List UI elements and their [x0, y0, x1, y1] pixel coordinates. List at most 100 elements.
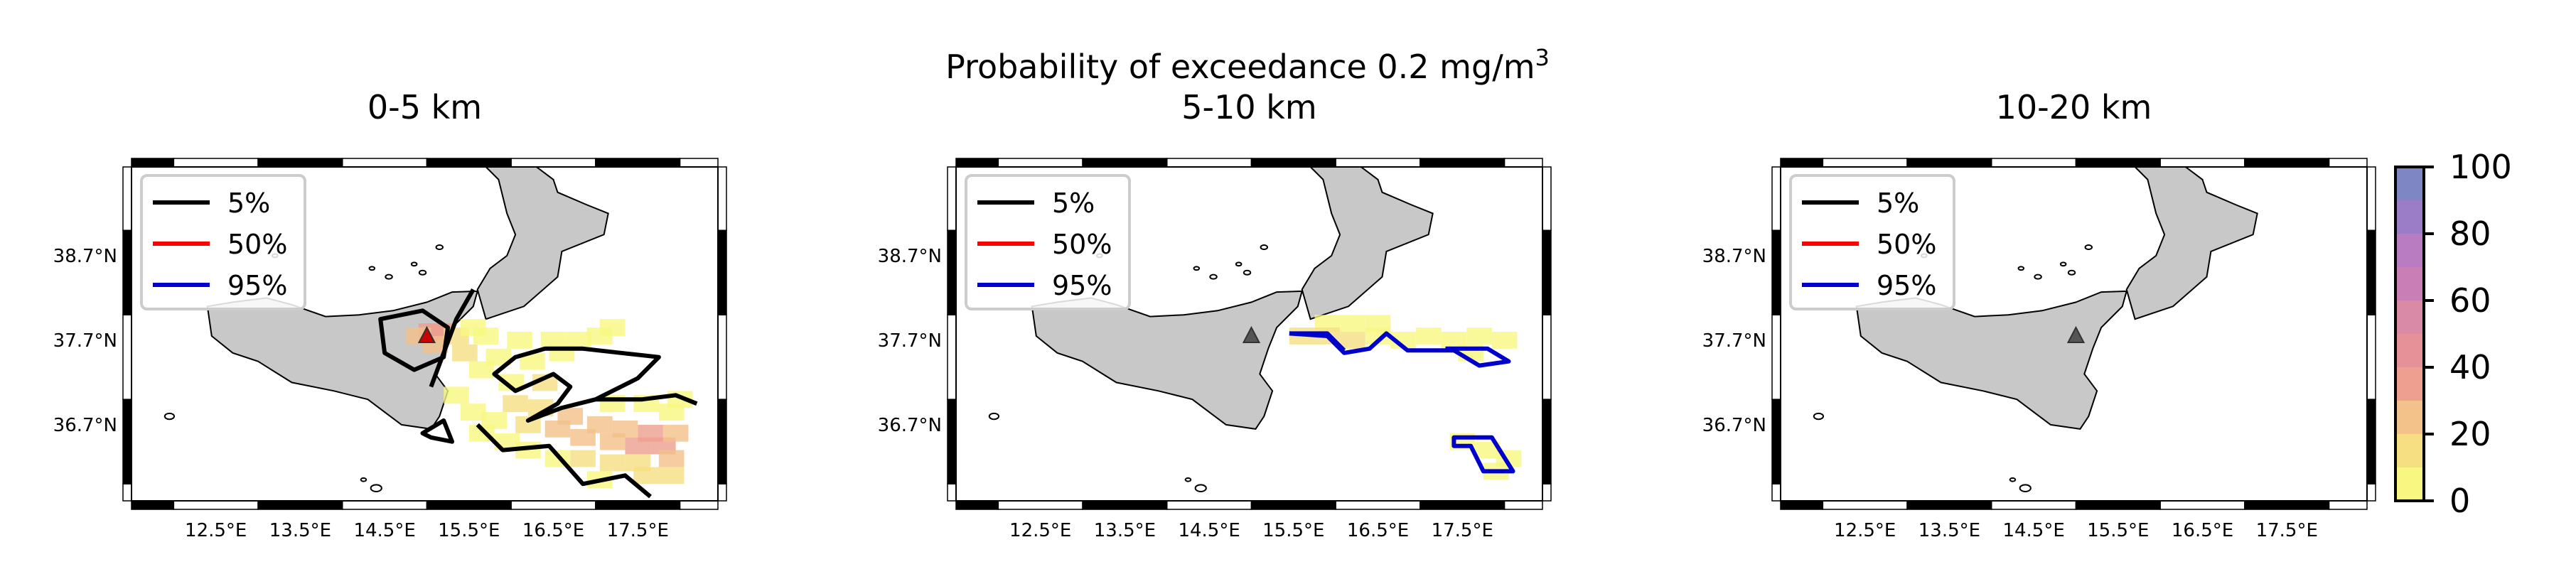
heatmap-cell: [452, 344, 478, 362]
y-tick-label: 36.7°N: [53, 415, 117, 436]
heatmap-cell: [662, 424, 689, 442]
legend: 5% 50% 95%: [1789, 174, 1955, 310]
x-tick-label: 17.5°E: [2256, 520, 2318, 541]
heatmap-cell: [599, 319, 626, 336]
contour-95pct: [1451, 435, 1515, 474]
heatmap-cell: [460, 404, 486, 421]
y-tick-label: 38.7°N: [53, 246, 117, 267]
contour-5pct: [429, 288, 476, 388]
colorbar: 0 20 40 60 80 100: [2394, 148, 2512, 520]
heatmap-cell: [1340, 332, 1365, 349]
land-calabria: [2125, 167, 2258, 320]
colorbar-tick-label: 0: [2449, 482, 2470, 520]
legend-label: 5%: [1052, 188, 1095, 219]
island: [418, 269, 427, 276]
x-tick-label: 12.5°E: [185, 520, 247, 541]
y-tick-label: 38.7°N: [1702, 246, 1766, 267]
y-tick-label: 36.7°N: [1702, 415, 1766, 436]
island: [435, 244, 444, 251]
panel-title: 5-10 km: [1181, 88, 1316, 126]
island: [1193, 266, 1201, 271]
colorbar-segment: [2395, 167, 2424, 200]
volcano-marker: [1242, 325, 1261, 343]
colorbar-tick-label: 60: [2449, 281, 2491, 320]
heatmap-cell: [566, 332, 591, 349]
colorbar-segment: [2395, 334, 2424, 367]
x-tick-label: 16.5°E: [2172, 520, 2233, 541]
map-frame: [122, 158, 727, 510]
island: [988, 412, 1000, 421]
island: [2059, 261, 2067, 267]
heatmap-cell: [587, 416, 613, 433]
volcano-marker: [417, 325, 436, 343]
island: [1184, 477, 1192, 482]
heatmap-cell: [515, 416, 541, 433]
heatmap-cell: [473, 327, 499, 345]
map-frame: [1771, 158, 2376, 510]
heatmap-cell: [1340, 315, 1365, 332]
legend-label: 5%: [1877, 188, 1919, 219]
heatmap-cell: [507, 332, 532, 349]
island: [410, 261, 418, 267]
island: [2009, 477, 2017, 482]
colorbar-tick-label: 40: [2449, 348, 2491, 386]
heatmap-cell: [498, 374, 524, 391]
legend-label: 95%: [1052, 270, 1112, 301]
heatmap-cell: [1365, 315, 1391, 332]
heatmap-cell: [520, 352, 545, 370]
island: [385, 274, 393, 280]
contour-5pct: [595, 393, 698, 406]
legend-label: 50%: [1052, 229, 1112, 260]
panel-title: 10-20 km: [1996, 88, 2152, 126]
x-tick-label: 12.5°E: [1009, 520, 1071, 541]
heatmap-cell: [599, 454, 626, 472]
island: [1813, 412, 1825, 421]
figure-suptitle: Probability of exceedance 0.2 mg/m3: [945, 44, 1550, 86]
colorbar-segment: [2395, 300, 2424, 334]
island: [2019, 484, 2032, 492]
colorbar-segment: [2395, 367, 2424, 401]
legend-label: 95%: [1877, 270, 1936, 301]
volcano-marker: [2066, 325, 2086, 343]
island: [370, 484, 382, 492]
legend-label: 50%: [1877, 229, 1936, 260]
panel-10-20km: 10-20 km 12.5°E 13.5°E 14.5°E 15.5°E 16.5°E 17…: [1702, 88, 2376, 541]
island: [2017, 266, 2025, 271]
heatmap-cell: [485, 348, 512, 366]
colorbar-segment: [2395, 234, 2424, 267]
colorbar-segment: [2395, 200, 2424, 234]
heatmap-cell: [1475, 441, 1501, 459]
heatmap-cell: [1491, 332, 1518, 349]
x-tick-label: 13.5°E: [1918, 520, 1980, 541]
y-tick-label: 37.7°N: [878, 330, 942, 352]
y-tick-label: 38.7°N: [878, 246, 942, 267]
land-calabria: [1301, 167, 1434, 320]
x-tick-label: 15.5°E: [1262, 520, 1324, 541]
legend: 5% 50% 95%: [140, 174, 306, 310]
island: [1209, 274, 1218, 280]
island: [2084, 244, 2093, 251]
panel-0-5km: 0-5 km 12.5°E 13.5°E 14.5°E 15.5°E 16.5°E 17.5…: [53, 88, 727, 541]
island: [368, 266, 376, 271]
heatmap-cell: [625, 454, 651, 472]
land-sicily: [1031, 290, 1304, 430]
legend-label: 5%: [227, 188, 270, 219]
land-sicily: [1855, 290, 2128, 430]
x-tick-label: 17.5°E: [607, 520, 669, 541]
x-tick-label: 13.5°E: [1094, 520, 1156, 541]
island: [2067, 269, 2076, 276]
island: [2034, 274, 2042, 280]
x-tick-label: 16.5°E: [522, 520, 584, 541]
x-tick-label: 14.5°E: [2002, 520, 2064, 541]
y-tick-label: 36.7°N: [878, 415, 942, 436]
panel-title: 0-5 km: [367, 88, 482, 126]
colorbar-segment: [2395, 434, 2424, 467]
land-calabria: [476, 167, 609, 320]
colorbar-tick-label: 80: [2449, 215, 2491, 253]
map-frame: [947, 158, 1552, 510]
suptitle-superscript: 3: [1535, 44, 1550, 71]
x-tick-label: 15.5°E: [2087, 520, 2149, 541]
heatmap-cell: [612, 420, 638, 438]
y-tick-label: 37.7°N: [53, 330, 117, 352]
